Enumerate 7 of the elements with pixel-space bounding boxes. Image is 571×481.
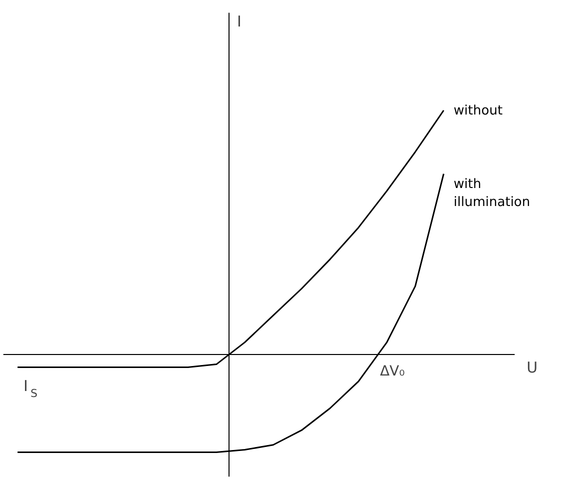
annotation: ΔV₀	[380, 364, 406, 380]
series-label: without	[454, 103, 503, 118]
text: I	[237, 12, 242, 31]
series-label: with illumination	[454, 176, 530, 210]
x-axis-title: U	[526, 358, 538, 377]
text: S	[30, 387, 38, 400]
y-axis-title: I	[24, 377, 28, 396]
